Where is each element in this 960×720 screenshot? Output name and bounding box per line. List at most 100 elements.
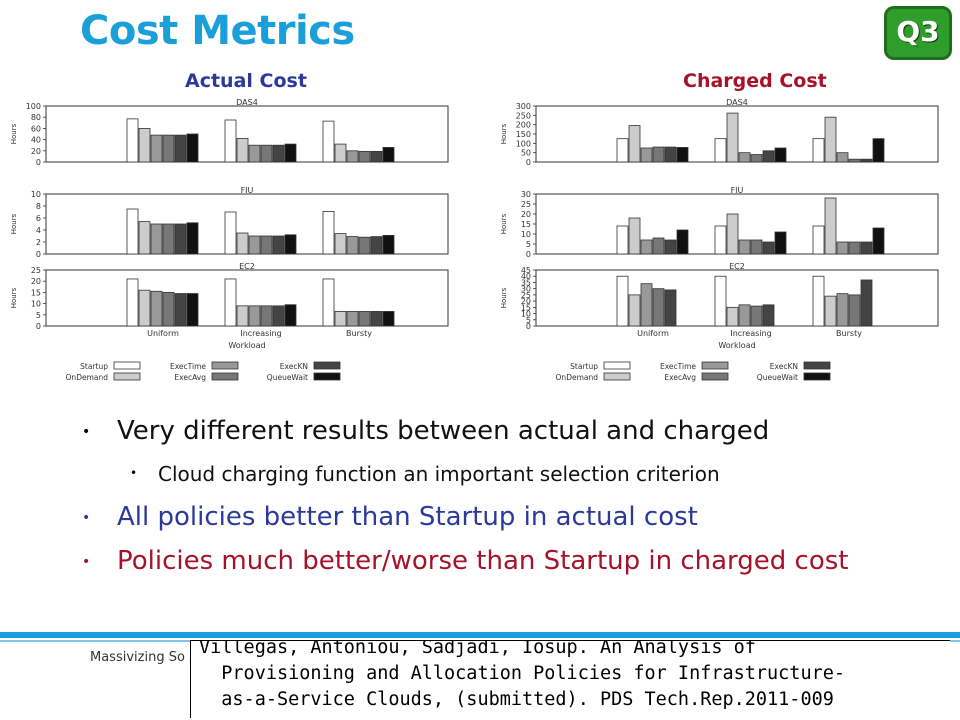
bar	[652, 146, 665, 163]
legend-label: ExecAvg	[174, 373, 206, 382]
bar	[126, 118, 139, 163]
legend-swatch	[701, 361, 729, 370]
legend-label: QueueWait	[267, 373, 308, 382]
bar	[272, 144, 285, 163]
bar	[726, 213, 739, 255]
y-tick-label: 250	[516, 111, 531, 120]
bar	[738, 239, 751, 255]
y-tick-label: 2	[36, 238, 41, 247]
y-tick-label: 60	[31, 124, 41, 133]
y-tick-label: 20	[31, 147, 41, 156]
chart-panel-das4: DAS4 0 20 40 60 80 100 Hours	[10, 98, 449, 167]
bar	[750, 154, 763, 163]
panel-title: EC2	[729, 262, 745, 271]
y-tick-label: 10	[31, 190, 41, 199]
bar	[150, 290, 163, 327]
y-tick-label: 30	[521, 285, 531, 294]
bar	[322, 120, 335, 163]
legend-label: ExecKN	[770, 362, 798, 371]
bar	[260, 144, 273, 163]
y-tick-label: 0	[36, 250, 41, 259]
bar	[382, 234, 395, 255]
bar	[640, 147, 653, 163]
bar	[186, 222, 199, 255]
y-axis-label: Hours	[10, 287, 18, 308]
legend-label: ExecKN	[280, 362, 308, 371]
y-tick-label: 25	[31, 266, 41, 275]
bar	[382, 147, 395, 163]
legend-swatch	[603, 361, 631, 370]
y-tick-label: 0	[526, 158, 531, 167]
bar	[812, 225, 825, 255]
citation-box: Villegas, Antoniou, Sadjadi, Iosup. An A…	[190, 640, 950, 718]
bullet-dot: •	[130, 466, 138, 480]
legend-swatch	[803, 361, 831, 370]
x-tick-label: Bursty	[836, 329, 862, 338]
bar	[616, 275, 629, 327]
bar	[370, 150, 383, 163]
actual-cost-chart: DAS4 0 20 40 60 80 100 Hours FIU 0 2 4 6 8 10 Hours EC2 0…	[10, 98, 449, 382]
bar	[260, 235, 273, 255]
bar	[848, 294, 861, 327]
bar	[346, 150, 359, 163]
bar	[236, 232, 249, 255]
bar	[346, 311, 359, 327]
bar	[174, 134, 187, 163]
bar	[236, 305, 249, 327]
bar	[174, 293, 187, 327]
bar	[334, 143, 347, 163]
bar	[248, 235, 261, 255]
bar	[358, 236, 371, 255]
bar	[714, 275, 727, 327]
y-tick-label: 5	[526, 240, 531, 249]
x-tick-label: Uniform	[637, 329, 669, 338]
bar	[616, 225, 629, 255]
slide-title: Cost Metrics	[80, 8, 355, 54]
bar	[126, 278, 139, 327]
chart-legend: Startup OnDemand ExecTime ExecAvg ExecKN Queu…	[556, 361, 831, 382]
bar	[138, 127, 151, 163]
legend-swatch	[313, 361, 341, 370]
bar	[248, 144, 261, 163]
question-badge: Q3	[884, 6, 952, 60]
bar	[272, 305, 285, 327]
actual-cost-label: Actual Cost	[185, 70, 307, 92]
bar	[750, 239, 763, 255]
legend-label: Startup	[570, 362, 598, 371]
bar	[248, 305, 261, 327]
charged-cost-label: Charged Cost	[683, 70, 827, 92]
bar	[346, 236, 359, 255]
bar	[162, 223, 175, 255]
bar	[284, 234, 297, 255]
bar	[628, 125, 641, 163]
bar	[726, 306, 739, 327]
bar	[824, 295, 837, 327]
bar	[774, 147, 787, 163]
legend-label: ExecTime	[170, 362, 206, 371]
bar	[714, 225, 727, 255]
bullet-item: • Very different results between actual …	[80, 416, 769, 446]
bar	[186, 293, 199, 327]
y-axis-label: Hours	[10, 213, 18, 234]
bar	[224, 278, 237, 327]
panel-title: EC2	[239, 262, 255, 271]
y-tick-label: 200	[516, 121, 531, 130]
bar	[322, 211, 335, 255]
bar	[224, 119, 237, 163]
panel-title: FIU	[241, 186, 254, 195]
citation-line: as-a-Service Clouds, (submitted). PDS Te…	[199, 689, 834, 710]
chart-panel-fiu: FIU 0 2 4 6 8 10 Hours	[10, 186, 449, 259]
x-tick-label: Bursty	[346, 329, 372, 338]
bar	[358, 150, 371, 163]
bar	[848, 158, 861, 163]
bar	[334, 233, 347, 255]
y-tick-label: 40	[31, 136, 41, 145]
y-tick-label: 0	[526, 322, 531, 331]
legend-label: QueueWait	[757, 373, 798, 382]
bar	[836, 152, 849, 163]
legend-swatch	[113, 361, 141, 370]
legend-swatch	[211, 361, 239, 370]
bar	[860, 279, 873, 327]
y-axis-label: Hours	[500, 213, 508, 234]
bar	[652, 237, 665, 255]
